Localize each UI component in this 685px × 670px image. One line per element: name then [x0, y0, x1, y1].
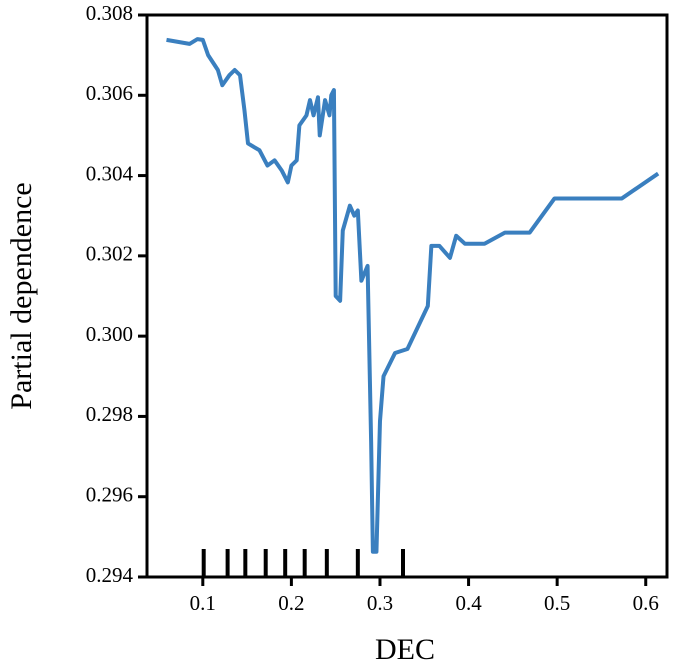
x-tick-label: 0.3	[367, 591, 393, 615]
x-axis-title: DEC	[375, 633, 435, 666]
x-tick-label: 0.2	[278, 591, 304, 615]
y-tick-label: 0.308	[86, 1, 133, 25]
x-tick-label: 0.6	[633, 591, 659, 615]
y-tick-label: 0.300	[86, 322, 133, 346]
x-tick-label: 0.5	[544, 591, 570, 615]
y-tick-label: 0.306	[86, 81, 133, 105]
plot-frame	[145, 13, 669, 579]
y-tick-label: 0.298	[86, 402, 133, 426]
x-tick-label: 0.1	[190, 591, 216, 615]
y-tick-label: 0.302	[86, 242, 133, 266]
x-tick-label: 0.4	[455, 591, 482, 615]
y-axis-title: Partial dependence	[5, 182, 38, 409]
y-tick-label: 0.294	[86, 563, 134, 587]
y-tick-label: 0.304	[86, 161, 134, 185]
y-tick-label: 0.296	[86, 483, 133, 507]
line	[166, 37, 660, 554]
